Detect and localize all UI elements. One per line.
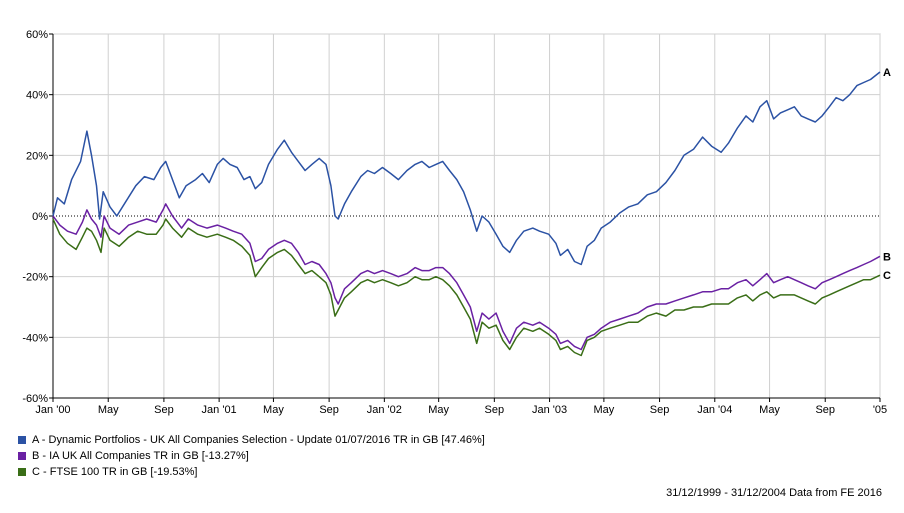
x-tick-label: Jan '02	[367, 404, 402, 416]
series-end-label-a: A	[883, 67, 891, 79]
date-range-footer: 31/12/1999 - 31/12/2004 Data from FE 201…	[666, 487, 882, 499]
x-tick-label: Jan '04	[697, 404, 732, 416]
y-tick-label: -60%	[22, 393, 48, 405]
series-line-c	[52, 218, 881, 357]
x-tick-label: Jan '03	[532, 404, 567, 416]
x-tick-label: May	[98, 404, 119, 416]
x-tick-label: May	[759, 404, 780, 416]
series-end-label-b: B	[883, 251, 891, 263]
legend-label: A - Dynamic Portfolios - UK All Companie…	[32, 434, 485, 446]
x-tick-label: Sep	[319, 404, 339, 416]
legend-label: C - FTSE 100 TR in GB [-19.53%]	[32, 466, 198, 478]
series-lines	[52, 71, 881, 357]
series-end-label-c: C	[883, 270, 891, 282]
y-tick-label: 20%	[26, 150, 48, 162]
y-tick-label: -40%	[22, 332, 48, 344]
legend-swatch	[18, 436, 26, 444]
x-tick-label: Sep	[650, 404, 670, 416]
x-tick-label: '05	[873, 404, 887, 416]
x-tick-label: Sep	[485, 404, 505, 416]
x-tick-label: Sep	[815, 404, 835, 416]
x-tick-label: Sep	[154, 404, 174, 416]
series-line-b	[52, 203, 881, 351]
x-tick-label: May	[263, 404, 284, 416]
legend-item-c: C - FTSE 100 TR in GB [-19.53%]	[18, 464, 485, 480]
x-tick-label: May	[593, 404, 614, 416]
y-tick-label: 0%	[32, 211, 48, 223]
x-tick-label: Jan '00	[35, 404, 70, 416]
legend-swatch	[18, 468, 26, 476]
y-tick-label: -20%	[22, 272, 48, 284]
legend-item-b: B - IA UK All Companies TR in GB [-13.27…	[18, 448, 485, 464]
series-line-a	[52, 71, 881, 266]
y-tick-label: 40%	[26, 90, 48, 102]
grid	[52, 33, 881, 399]
legend-label: B - IA UK All Companies TR in GB [-13.27…	[32, 450, 249, 462]
legend-item-a: A - Dynamic Portfolios - UK All Companie…	[18, 432, 485, 448]
legend-swatch	[18, 452, 26, 460]
x-tick-label: May	[428, 404, 449, 416]
chart-canvas: 60% 40% 20% 0% -20% -40% -60%Jan '00 May Sep Jan …	[22, 29, 891, 416]
x-tick-label: Jan '01	[202, 404, 237, 416]
y-tick-label: 60%	[26, 29, 48, 41]
legend: A - Dynamic Portfolios - UK All Companie…	[18, 432, 485, 480]
axes: 60% 40% 20% 0% -20% -40% -60%Jan '00 May Sep Jan …	[22, 29, 887, 416]
end-labels: A BC	[883, 67, 891, 282]
